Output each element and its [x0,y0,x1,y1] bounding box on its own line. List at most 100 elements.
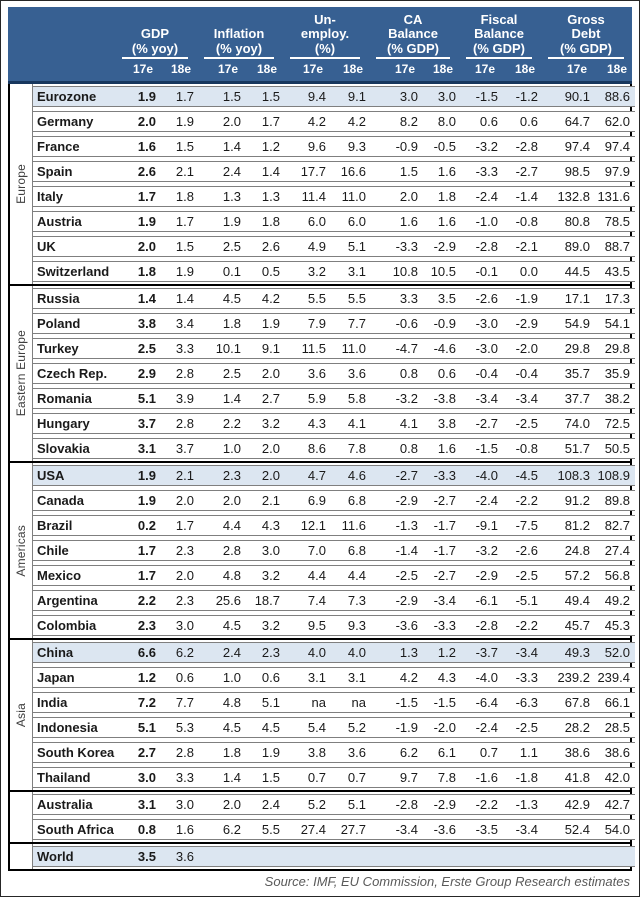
region-rows: World 3.5 3.6 [33,844,635,869]
value-cell: -0.4 [475,366,498,381]
value-cell: 45.3 [604,618,630,633]
value-cell: 3.2 [261,618,280,633]
value-cell: -5.1 [515,593,538,608]
value-cell: 3.6 [175,849,194,864]
value-cell: -2.8 [395,797,418,812]
country-label: Eurozone [37,89,97,104]
value-cell: 1.8 [175,189,194,204]
value-cell: -3.5 [475,822,498,837]
value-cell: 98.5 [564,164,590,179]
region-group-eastern-europe: Eastern Europe Russia 1.4 1.4 4.5 4.2 5.5 5.5 3.… [10,286,635,463]
value-cell: 41.8 [564,770,590,785]
value-cell: 2.7 [261,391,280,406]
value-cell [543,847,595,866]
table-row-argentina: Argentina 2.2 2.3 25.6 18.7 7.4 7.3 -2.9 -3.4 -6.… [33,590,635,611]
table-row-canada: Canada 1.9 2.0 2.0 2.1 6.9 6.8 -2.9 -2.7 -2.4 -2.2… [33,490,635,511]
value-cell: -2.8 [475,239,498,254]
column-header-ca-balance: CA Balance (% GDP) 17e 18e [368,7,458,81]
value-cell: 3.6 [307,366,326,381]
value-cell: 1.9 [137,468,156,483]
value-cell: 1.9 [137,493,156,508]
country-label: World [37,849,74,864]
value-cell: 2.9 [137,366,156,381]
value-cell: 2.0 [137,239,156,254]
value-cell: 1.9 [137,214,156,229]
country-label: China [37,645,74,660]
value-cell: 27.7 [340,822,366,837]
value-cell: 3.5 [437,291,456,306]
value-cell: 7.0 [307,543,326,558]
value-cell: 0.6 [519,114,538,129]
value-cell: 49.2 [604,593,630,608]
value-cell: 3.9 [175,391,194,406]
value-cell: -3.0 [475,316,498,331]
value-cell: -1.5 [433,695,456,710]
value-cell: 2.6 [261,239,280,254]
value-cell: -0.8 [515,214,538,229]
value-cell: 52.0 [604,645,630,660]
value-cell: 9.4 [307,89,326,104]
column-header-gross-debt: Gross Debt (% GDP) 17e 18e [540,7,632,81]
column-unit: (% yoy) [204,41,274,59]
value-cell: 2.8 [175,416,194,431]
value-cell: -4.0 [475,670,498,685]
column-header-unemployment: Un-employ. (%) 17e 18e [282,7,368,81]
column-subheaders: 17e 18e [458,62,540,76]
table-row-south-korea: South Korea 2.7 2.8 1.8 1.9 3.8 3.6 6.2 6.1 0.7 1.… [33,742,635,763]
value-cell: 0.7 [347,770,366,785]
value-cell: -3.4 [515,822,538,837]
value-cell: -2.5 [395,568,418,583]
value-cell: 2.0 [175,568,194,583]
value-cell: 1.5 [175,239,194,254]
value-cell: 1.9 [261,316,280,331]
subheader-18e: 18e [170,62,191,76]
value-cell: 8.0 [437,114,456,129]
value-cell: 1.8 [261,214,280,229]
value-cell: 54.9 [564,316,590,331]
value-cell: 6.0 [347,214,366,229]
value-cell: 2.0 [261,468,280,483]
value-cell: 5.5 [307,291,326,306]
value-cell: -4.7 [395,341,418,356]
value-cell: -1.5 [475,89,498,104]
value-cell: 3.0 [137,770,156,785]
value-cell: 38.6 [604,745,630,760]
value-cell: 9.3 [347,618,366,633]
value-cell: 35.9 [604,366,630,381]
value-cell: 67.8 [564,695,590,710]
value-cell: 3.7 [137,416,156,431]
value-cell: -2.4 [475,189,498,204]
region-rows: Eurozone 1.9 1.7 1.5 1.5 9.4 9.1 3.0 3.0 -1.5 -1.2… [33,84,635,284]
value-cell: 5.1 [137,720,156,735]
value-cell: 10.5 [430,264,456,279]
value-cell: 3.0 [175,797,194,812]
value-cell: 2.8 [175,366,194,381]
value-cell: -4.6 [433,341,456,356]
value-cell: 27.4 [604,543,630,558]
region-group-europe: Europe Eurozone 1.9 1.7 1.5 1.5 9.4 9.1 3.0 3.0 -1… [10,84,635,286]
column-title: Fiscal Balance [474,12,524,41]
value-cell: 38.6 [564,745,590,760]
value-cell: 80.8 [564,214,590,229]
value-cell: 7.8 [347,441,366,456]
value-cell: -2.2 [515,618,538,633]
country-label: Japan [37,670,75,685]
value-cell: 27.4 [300,822,326,837]
value-cell: 8.2 [399,114,418,129]
value-cell: -0.8 [515,441,538,456]
value-cell: 52.4 [564,822,590,837]
country-label: Chile [37,543,69,558]
value-cell: -2.1 [515,239,538,254]
value-cell: 1.7 [137,568,156,583]
value-cell: 50.5 [604,441,630,456]
value-cell: 8.6 [307,441,326,456]
table-row-australia: Australia 3.1 3.0 2.0 2.4 5.2 5.1 -2.8 -2.9 -2.2 -… [33,794,635,815]
value-cell: 6.8 [347,493,366,508]
value-cell: 28.2 [564,720,590,735]
table-row-slovakia: Slovakia 3.1 3.7 1.0 2.0 8.6 7.8 0.8 1.6 -1.5 -0.8… [33,438,635,459]
value-cell: 1.3 [222,189,241,204]
value-cell: 97.4 [604,139,630,154]
value-cell: 2.5 [222,239,241,254]
value-cell: 239.2 [557,670,590,685]
